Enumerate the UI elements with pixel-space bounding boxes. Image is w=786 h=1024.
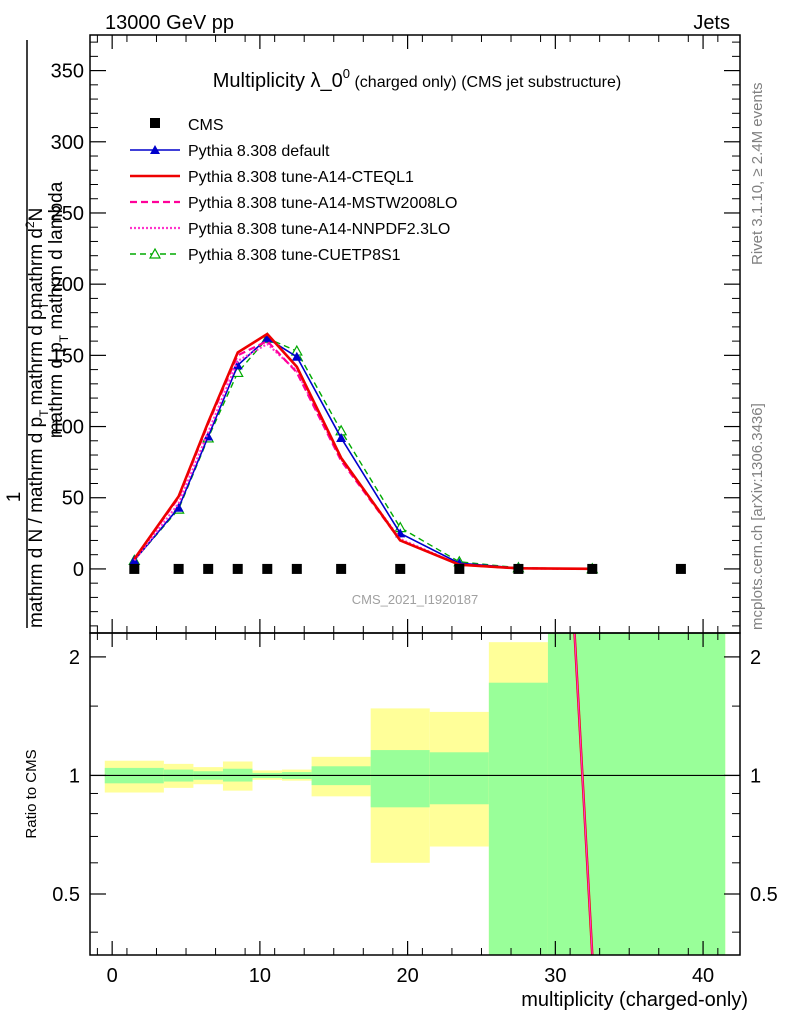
y-tick-label: 250 <box>51 203 84 225</box>
ratio-inner-band <box>429 752 489 805</box>
ratio-inner-band <box>547 633 726 955</box>
x-tick-label: 0 <box>107 965 118 987</box>
x-tick-label: 10 <box>249 965 271 987</box>
y-title-den-text: mathrm d pT mathrm d lambda <box>46 181 71 438</box>
ratio-tick-label-right: 2 <box>750 647 761 669</box>
cms-data-point <box>675 563 686 574</box>
axes: 0 50 100 150 200 250 300 350 0 10 20 30 40 0.5 0.5 1 1 2 2 <box>51 35 778 987</box>
ratio-tick-label: 0.5 <box>52 884 80 906</box>
legend-marker-default <box>150 145 160 154</box>
x-tick-label: 20 <box>396 965 418 987</box>
ratio-y-title: Ratio to CMS <box>23 749 40 838</box>
cms-data-point <box>395 563 406 574</box>
cms-data-point <box>203 563 214 574</box>
plot-title: Multiplicity λ_00 (charged only) (CMS je… <box>213 66 621 92</box>
cms-data-point <box>291 563 302 574</box>
ratio-inner-band <box>370 750 430 808</box>
cms-data-point <box>262 563 273 574</box>
header-category-label: Jets <box>693 12 730 34</box>
header-energy-label: 13000 GeV pp <box>105 12 234 34</box>
series-marker-default <box>262 333 273 343</box>
ratio-frame <box>89 632 741 956</box>
x-tick-label: 40 <box>692 965 714 987</box>
legend-label-default: Pythia 8.308 default <box>188 143 330 160</box>
y-tick-label: 200 <box>51 274 84 296</box>
series-marker-default <box>291 351 302 361</box>
y-tick-label: 300 <box>51 132 84 154</box>
ratio-tick-label-right: 0.5 <box>750 884 778 906</box>
cms-data-point <box>173 563 184 574</box>
plot-title-rest: (charged only) (CMS jet substructure) <box>350 74 621 91</box>
series-line-mstw <box>133 340 593 570</box>
legend: CMS Pythia 8.308 default Pythia 8.308 tune… <box>130 117 457 264</box>
y-axis-title: mathrm d2N mathrm d pT mathrm d lambda 1… <box>4 40 71 628</box>
y-tick-label: 0 <box>73 559 84 581</box>
y-tick-label: 100 <box>51 417 84 439</box>
y-title-numerator: mathrm d2N <box>23 208 47 309</box>
ratio-tick-label: 1 <box>69 765 80 787</box>
series-marker-default <box>232 360 243 370</box>
plot-title-main: Multiplicity λ_0 <box>213 70 343 92</box>
cms-data-point <box>587 563 598 574</box>
plot-title-sup: 0 <box>343 66 350 81</box>
y-title-lower: mathrm d N / mathrm d pTmathrm d pT <box>26 301 51 628</box>
series-line-default <box>133 337 593 570</box>
legend-label-cteql1: Pythia 8.308 tune-A14-CTEQL1 <box>188 169 414 186</box>
cms-data-point <box>513 563 524 574</box>
series-marker-default <box>173 502 184 512</box>
y-title-one: 1 <box>4 492 25 503</box>
series-line-nnpdf <box>133 342 593 570</box>
cms-data-point <box>454 563 465 574</box>
cms-data-point <box>232 563 243 574</box>
ratio-lines <box>90 632 740 956</box>
ratio-uncertainty-bands <box>104 633 726 955</box>
legend-label-cms: CMS <box>188 117 224 134</box>
y-tick-label: 150 <box>51 345 84 367</box>
analysis-id-label: CMS_2021_I1920187 <box>352 592 479 607</box>
cms-data-point <box>336 563 347 574</box>
ratio-inner-band <box>488 682 548 955</box>
ratio-curve-mstw <box>573 632 593 956</box>
cms-data-points <box>129 563 686 574</box>
x-tick-label: 30 <box>544 965 566 987</box>
mcplots-credit-label: mcplots.cern.ch [arXiv:1306.3436] <box>749 403 766 630</box>
series-marker-default <box>203 431 214 441</box>
legend-label-mstw: Pythia 8.308 tune-A14-MSTW2008LO <box>188 195 457 212</box>
legend-label-cuetp: Pythia 8.308 tune-CUETP8S1 <box>188 247 401 264</box>
series-line-cuetp <box>133 337 593 570</box>
legend-cms-marker <box>150 118 160 128</box>
legend-marker-cuetp <box>148 247 162 259</box>
series-line-cteql1 <box>133 332 593 571</box>
series-marker-default <box>336 432 347 442</box>
x-axis-title: multiplicity (charged-only) <box>521 989 748 1011</box>
rivet-version-label: Rivet 3.1.10, ≥ 2.4M events <box>749 83 766 266</box>
cms-data-point <box>129 563 140 574</box>
series-layer <box>128 332 599 574</box>
ratio-tick-label: 2 <box>69 647 80 669</box>
ratio-tick-label-right: 1 <box>750 765 761 787</box>
y-tick-label: 350 <box>51 61 84 83</box>
legend-label-nnpdf: Pythia 8.308 tune-A14-NNPDF2.3LO <box>188 221 450 238</box>
y-tick-label: 50 <box>62 488 84 510</box>
